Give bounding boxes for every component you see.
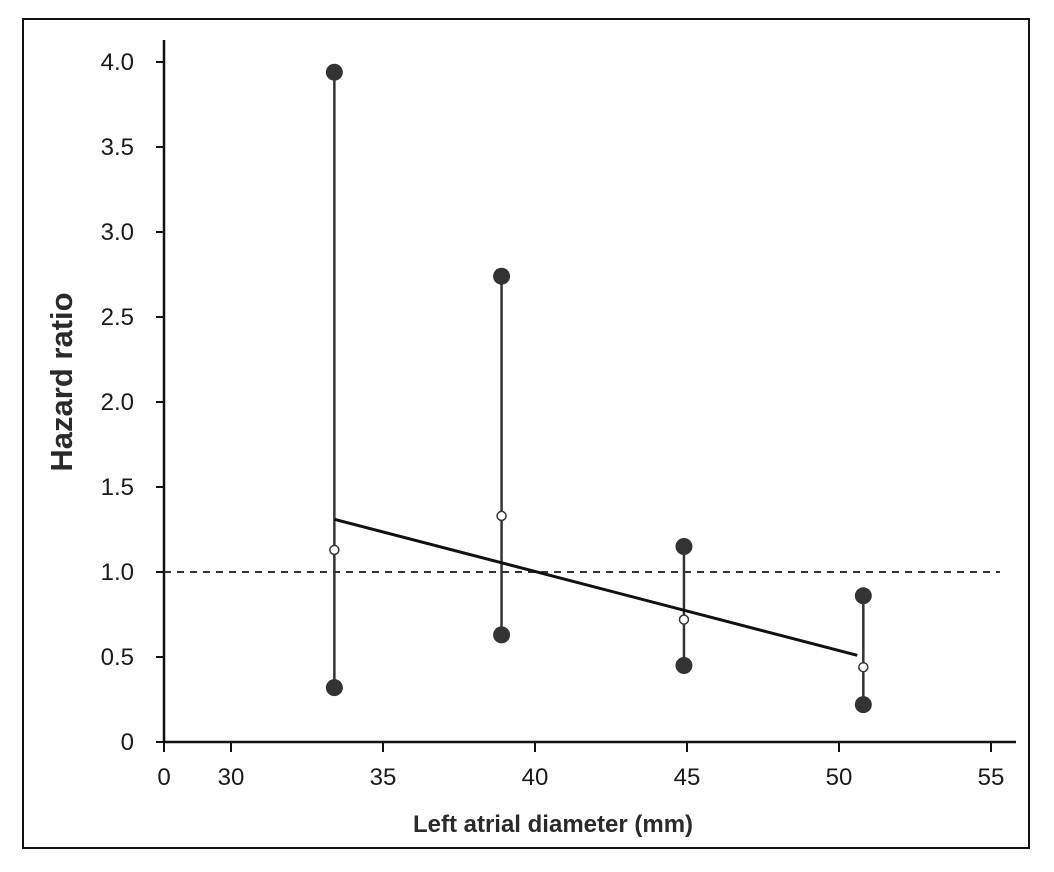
x-tick-label: 30 [218, 764, 245, 791]
x-tick-label: 40 [522, 764, 549, 791]
hazard-ratio-point [678, 614, 690, 625]
confidence-intervals [325, 63, 872, 714]
x-tick-label: 35 [370, 764, 397, 791]
ci-lower-point [854, 696, 872, 714]
y-tick-label: 2.5 [101, 304, 134, 331]
y-axis-title: Hazard ratio [44, 292, 79, 471]
y-tick-label: 0.5 [101, 644, 134, 671]
y-tick-label: 3.5 [101, 134, 134, 161]
ci-upper-point [854, 587, 872, 605]
x-tick-label: 0 [157, 764, 170, 791]
y-tick-label: 1.5 [101, 474, 134, 501]
ci-upper-point [675, 538, 693, 555]
y-tick-label: 2.0 [101, 389, 134, 416]
hazard-ratio-point [496, 510, 507, 522]
ci-lower-point [325, 679, 343, 697]
x-tick-label: 45 [674, 764, 701, 791]
x-ticks: 0 30 35 40 45 50 55 [157, 742, 1004, 791]
x-axis-title: Left atrial diameter (mm) [413, 811, 693, 838]
hazard-ratio-point [329, 544, 340, 556]
ci-upper-point [493, 267, 511, 285]
y-tick-label: 3.0 [101, 219, 134, 246]
hazard-ratio-point [858, 661, 869, 673]
trend-line [333, 517, 858, 657]
y-tick-label: 4.0 [101, 49, 134, 76]
x-tick-label: 50 [826, 764, 853, 791]
ci-lower-point [675, 657, 693, 674]
y-ticks: 0 0.5 1.0 1.5 2.0 2.5 3.0 3.5 4.0 [101, 49, 164, 756]
ci-upper-point [325, 63, 343, 81]
y-tick-label: 1.0 [101, 559, 134, 586]
x-tick-label: 55 [978, 764, 1005, 791]
ci-lower-point [493, 626, 511, 644]
y-tick-label: 0 [121, 729, 134, 756]
